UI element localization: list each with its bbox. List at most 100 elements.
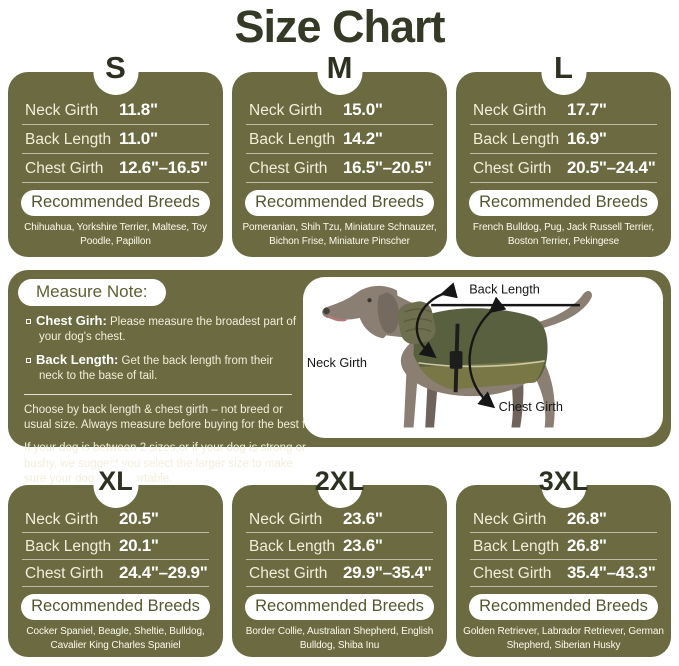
recommended-breeds-pill: Recommended Breeds [21,190,210,216]
measurement-row: Neck Girth 26.8" [456,507,671,531]
measurement-row: Neck Girth 15.0" [232,97,447,123]
row-divider [246,532,433,533]
recommended-breeds-pill: Recommended Breeds [469,594,658,620]
measurement-value: 24.4"–29.9" [119,563,208,582]
measurement-row: Back Length 20.1" [8,534,223,558]
measure-note-heading: Measure Note: [18,279,166,306]
measurement-value: 23.6" [343,509,383,528]
row-divider [246,182,433,183]
size-panel-m: M Neck Girth 15.0" Back Length 14.2" Che… [232,50,447,257]
measurement-rows: Neck Girth 17.7" Back Length 16.9" Chest… [456,72,671,183]
recommended-breeds-pill: Recommended Breeds [245,190,434,216]
recommended-breeds-pill: Recommended Breeds [469,190,658,216]
row-divider [246,559,433,560]
measure-note-panel: Measure Note: Chest Girh: Please measure… [8,270,671,485]
measurement-value: 15.0" [343,100,383,119]
measurement-row: Neck Girth 17.7" [456,97,671,123]
measurement-row: Back Length 14.2" [232,126,447,152]
measurement-label: Neck Girth [473,511,547,528]
row-divider [470,586,657,587]
measurement-label: Chest Girth [25,160,104,177]
measurement-row: Back Length 26.8" [456,534,671,558]
measurement-rows: Neck Girth 20.5" Back Length 20.1" Chest… [8,485,223,587]
breeds-list: Pomeranian, Shih Tzu, Miniature Schnauze… [242,222,437,247]
row-divider [22,153,209,154]
measurement-annotations: Back Length Neck Girth Chest Girth [307,281,580,414]
row-divider [470,532,657,533]
size-badge-label: M [326,50,353,85]
size-badge-label: 2XL [314,466,365,496]
measurement-value: 26.8" [567,509,607,528]
measure-note-text-column: Measure Note: Chest Girh: Please measure… [8,270,311,487]
measure-note-bullet-back: Back Length: Get the back length from th… [26,352,300,384]
bullet-text: Get the back length from their neck to t… [39,354,274,382]
measure-note-paragraph: Choose by back length & chest girth – no… [24,403,312,432]
size-badge-notch [541,463,586,508]
size-badge-notch [317,50,362,95]
size-badge-label: S [105,50,126,85]
measurement-label: Back Length [473,131,560,148]
measurement-label: Chest Girth [25,565,104,582]
page-title: Size Chart [234,1,445,52]
measurement-row: Chest Girth 12.6"–16.5" [8,155,223,181]
measurement-label: Neck Girth [473,102,547,119]
square-bullet-icon [26,357,31,363]
note-divider [24,393,292,395]
measurement-label: Chest Girth [473,160,552,177]
row-divider [470,124,657,125]
measurement-row: Chest Girth 35.4"–43.3" [456,561,671,585]
breeds-list: Golden Retriever, Labrador Retriever, Ge… [463,626,664,651]
measurement-label: Back Length [473,538,560,555]
measurement-label: Back Length [249,538,336,555]
dog-measurement-diagram: Back Length Neck Girth Chest Girth [303,277,663,438]
measurement-row: Back Length 16.9" [456,126,671,152]
measurement-value: 20.5"–24.4" [567,158,656,177]
measurement-rows: Neck Girth 23.6" Back Length 23.6" Chest… [232,485,447,587]
size-panel-2xl: 2XL Neck Girth 23.6" Back Length 23.6" C… [232,463,447,657]
breeds-list: French Bulldog, Pug, Jack Russell Terrie… [472,222,655,247]
row-divider [246,586,433,587]
row-divider [22,182,209,183]
row-divider [22,586,209,587]
row-divider [470,153,657,154]
measurement-label: Chest Girth [249,565,328,582]
size-panel-3xl: 3XL Neck Girth 26.8" Back Length 26.8" C… [456,463,671,657]
row-divider [246,153,433,154]
measurement-row: Chest Girth 16.5"–20.5" [232,155,447,181]
chest-girth-label: Chest Girth [499,399,563,414]
measure-note-bullet-chest: Chest Girh: Please measure the broadest … [26,313,300,345]
measurement-value: 12.6"–16.5" [119,158,208,177]
size-panel-s: S Neck Girth 11.8" Back Length 11.0" Che… [8,50,223,257]
measurement-value: 11.8" [119,100,158,119]
row-divider [246,124,433,125]
square-bullet-icon [26,319,31,324]
size-badge-notch [317,463,362,508]
measurement-row: Chest Girth 29.9"–35.4" [232,561,447,585]
measurement-label: Neck Girth [249,102,323,119]
measurement-value: 20.1" [119,536,159,555]
breeds-list: Chihuahua, Yorkshire Terrier, Maltese, T… [24,222,207,247]
measurement-value: 26.8" [567,536,607,555]
measurement-row: Neck Girth 11.8" [8,97,223,123]
measurement-label: Neck Girth [25,511,99,528]
recommended-breeds-pill: Recommended Breeds [245,594,434,620]
back-length-label: Back Length [469,281,540,296]
size-badge-label: XL [98,466,133,496]
bullet-text: Please measure the broadest part of your… [39,316,297,343]
size-badge-label: L [554,50,573,85]
measurement-value: 20.5" [119,509,159,528]
measurement-value: 17.7" [567,100,607,119]
chest-girth-arc [468,296,507,409]
measurement-value: 23.6" [343,536,383,555]
size-badge-notch [93,463,138,508]
bullet-term: Chest Girh: [36,313,107,328]
measurement-value: 14.2" [343,129,383,148]
measurement-rows: Neck Girth 11.8" Back Length 11.0" Chest… [8,72,223,183]
size-row-top: S Neck Girth 11.8" Back Length 11.0" Che… [0,50,679,257]
measurement-rows: Neck Girth 15.0" Back Length 14.2" Chest… [232,72,447,183]
size-badge-notch [93,50,138,95]
row-divider [470,182,657,183]
measurement-value: 16.9" [567,129,607,148]
measurement-row: Back Length 11.0" [8,126,223,152]
size-badge-label: 3XL [538,466,589,496]
